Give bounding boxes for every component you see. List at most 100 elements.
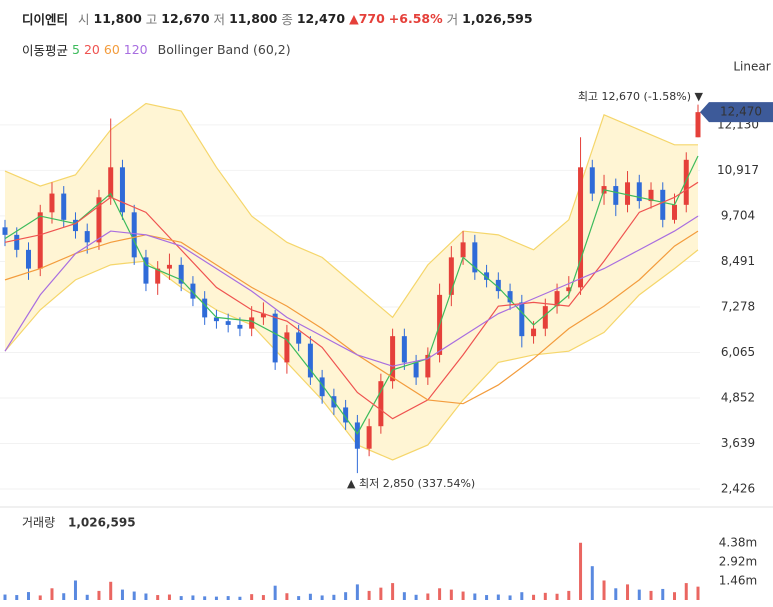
volume-bar [238,596,242,600]
volume-bar [332,594,336,600]
volume-bar [555,593,559,600]
change: ▲770 [349,11,385,26]
volume-bar [449,589,453,600]
volume-bar [97,590,101,600]
candle-body [237,324,243,329]
volume-title-value: 1,026,595 [68,516,136,530]
volume-bar [179,596,183,600]
candle-body [613,186,619,205]
volume-bar [367,590,371,600]
volume-bar [579,542,583,600]
ma-label: 이동평균 [22,43,69,58]
volume-bar [485,595,489,600]
y-tick-label: 4.38m [719,536,757,550]
volume-bar [543,592,547,600]
candle-body [695,112,701,138]
candle-body [495,279,501,292]
candle-body [119,167,125,213]
volume-bar [214,596,218,600]
volume-bar [308,593,312,600]
label: 거 [446,12,459,27]
candle-body [683,159,689,205]
volume-bar [567,590,571,600]
candle-body [249,317,255,329]
y-tick-label: 7,278 [721,299,755,313]
volume-bar [15,595,19,600]
volume-bar [426,593,430,600]
change-pct: +6.58% [388,11,443,26]
volume-bar [520,592,524,600]
volume-bar [191,595,195,600]
volume-bar [637,589,641,600]
last-price-label: 12,470 [720,105,762,119]
candle-body [660,189,666,220]
volume-bar [661,588,665,600]
moving-average [4,215,699,367]
moving-average [4,181,699,420]
candle-body [460,242,466,258]
min-annotation: ▲ 최저 2,850 (337.54%) [347,477,475,490]
candle-body [390,336,396,382]
value: 11,800 [93,11,142,26]
y-tick-label: 1.46m [719,574,757,588]
volume-bar [120,589,124,600]
candle-body [366,426,372,449]
volume-bar [438,588,442,600]
y-tick-label: 8,491 [721,254,755,268]
volume-bar [379,587,383,600]
candle-body [178,264,184,284]
volume-bar [602,580,606,600]
value: 12,670 [161,11,210,26]
volume-bar [355,584,359,600]
volume-bar [649,590,653,600]
candle-body [343,407,349,423]
volume-bar [402,592,406,600]
volume-bar [344,592,348,600]
volume-bar [391,583,395,600]
volume-bar [62,593,66,600]
candle-body [648,189,654,202]
value: 12,470 [296,11,346,26]
value: 1,026,595 [462,11,533,26]
volume-bar [673,592,677,600]
candle-body [378,381,384,427]
candle-body [672,204,678,220]
bollinger-upper [4,102,698,319]
volume-bar [614,588,618,600]
volume-bar [496,594,500,600]
legend-entry: 120 [123,42,148,57]
label: 시 [78,12,90,27]
volume-bar [50,588,54,600]
candle-body [625,182,631,205]
volume-bar [132,591,136,600]
candle-body [225,321,231,325]
volume-bar [297,596,301,600]
volume-bar [414,594,418,600]
candle-body [131,212,137,258]
candle-body [61,193,67,220]
volume-bar [109,581,113,600]
bollinger-fill [5,103,698,460]
legend-entry: 5 [72,42,80,57]
last-price-tag [700,102,773,123]
volume-bar [285,593,289,600]
label: 저 [213,12,226,27]
label: 종 [281,12,293,27]
candle-body [636,182,642,202]
candle-body [578,167,584,288]
volume-bar [684,583,688,600]
y-tick-label: 10,917 [717,163,759,177]
candle-body [413,362,419,378]
volume-bar [203,596,207,600]
candle-body [507,291,513,303]
max-annotation: 최고 12,670 (-1.58%) ▼ [578,90,704,103]
candle-body [260,313,266,318]
candle-body [2,227,8,235]
candle-body [72,219,78,232]
candle-body [307,343,313,378]
volume-bar [144,593,148,600]
candle-body [25,249,31,269]
volume-bar [38,595,42,600]
value: 11,800 [229,11,278,26]
